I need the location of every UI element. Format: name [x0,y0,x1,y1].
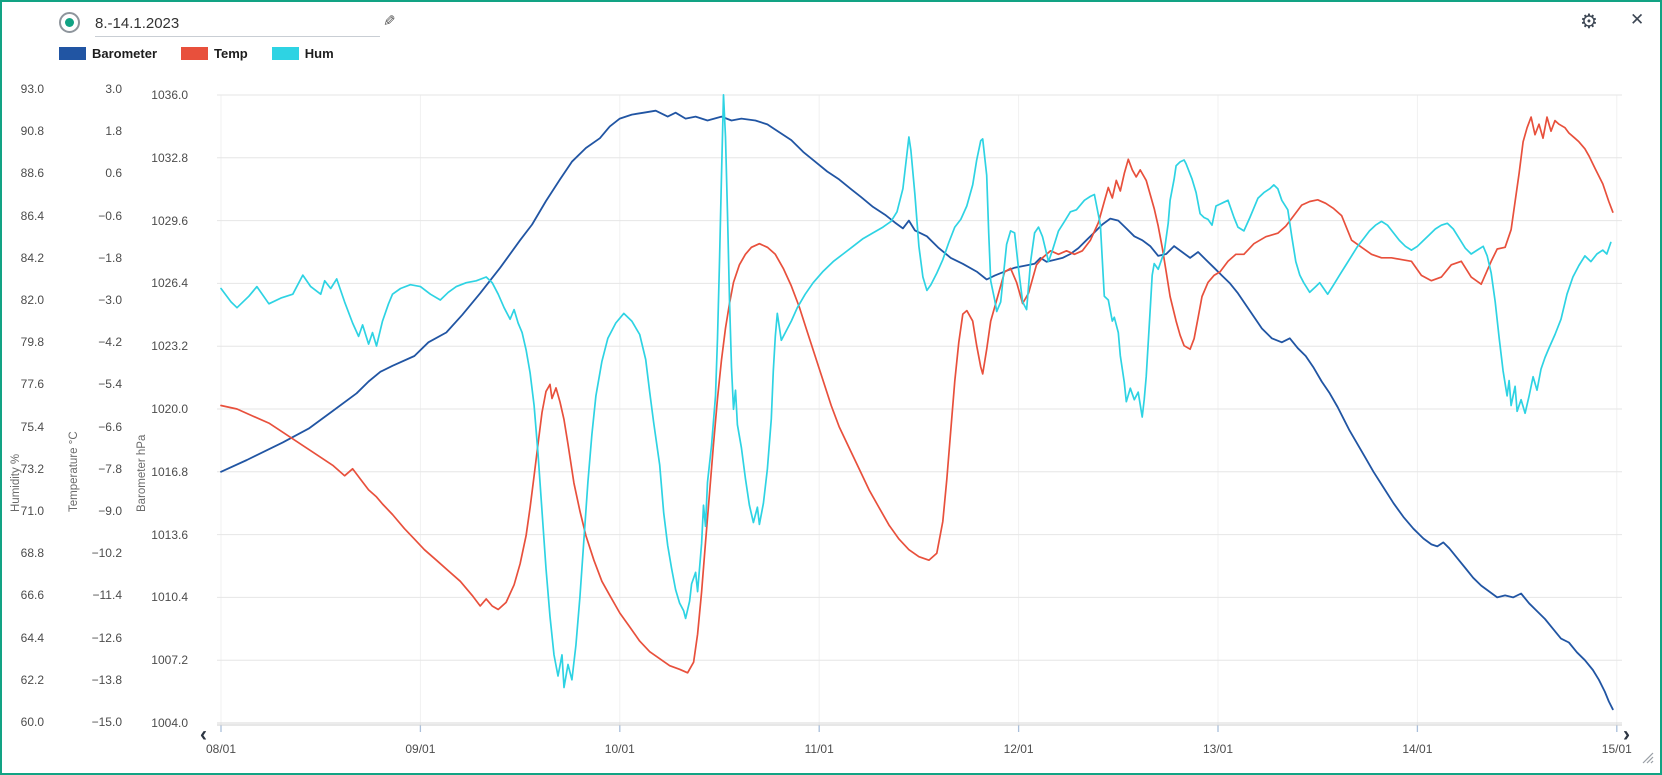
close-icon[interactable]: ✕ [1630,10,1645,29]
humidity-tick-label: 88.6 [20,166,44,181]
gear-icon[interactable]: ⚙ [1580,11,1598,33]
temperature-tick-label: −5.4 [98,377,122,392]
legend-item-barometer[interactable]: Barometer [59,46,157,61]
barometer-tick-label: 1032.8 [151,150,188,165]
humidity-tick-label: 90.8 [20,124,44,139]
date-range-input[interactable]: 8.-14.1.2023 [95,10,380,37]
date-range-value: 8.-14.1.2023 [95,14,180,32]
temperature-tick-label: 3.0 [105,82,122,96]
temperature-tick-label: −13.8 [91,672,122,687]
legend-item-hum[interactable]: Hum [271,46,334,61]
series-line-barometer [220,109,1614,711]
barometer-tick-label: 1013.6 [151,527,188,542]
date-tick-label: 10/01 [604,742,635,756]
legend-swatch-icon [59,47,86,60]
temperature-tick-label: −9.0 [98,504,122,518]
temperature-tick-label: −7.8 [98,461,122,476]
barometer-tick-label: 1010.4 [151,590,188,605]
resize-handle-icon[interactable] [1640,750,1654,764]
humidity-tick-label: 79.8 [20,335,44,350]
date-tick-label: 11/01 [804,742,834,756]
temperature-tick-label: −4.2 [98,335,122,350]
temperature-tick-label: −12.6 [91,630,122,645]
temperature-tick-label: −10.2 [91,546,122,561]
humidity-tick-label: 82.0 [20,293,44,307]
legend-label: Barometer [92,46,158,61]
legend-label: Temp [214,46,248,61]
date-tick-label: 12/01 [1003,742,1034,756]
scroll-left-chevron-icon[interactable]: ‹ [200,723,207,746]
legend-swatch-icon [181,47,209,60]
legend-label: Hum [304,46,334,61]
date-tick-label: 13/01 [1202,742,1234,756]
humidity-tick-label: 71.0 [20,504,44,518]
date-tick-label: 08/01 [205,742,237,756]
humidity-tick-label: 68.8 [20,546,44,561]
legend-swatch-icon [271,47,299,60]
humidity-tick-label: 62.2 [20,672,44,687]
barometer-tick-label: 1026.4 [151,276,188,291]
humidity-tick-label: 75.4 [20,419,44,434]
temperature-tick-label: −11.4 [92,588,122,603]
humidity-tick-label: 86.4 [20,208,44,223]
humidity-tick-label: 77.6 [20,377,44,392]
barometer-tick-label: 1029.6 [151,213,188,228]
temperature-tick-label: −15.0 [91,715,122,729]
series-line-hum [220,93,1612,689]
humidity-tick-label: 73.2 [20,461,44,476]
temperature-tick-label: −3.0 [98,293,122,307]
date-tick-label: 15/01 [1601,742,1632,756]
scroll-right-chevron-icon[interactable]: › [1623,723,1630,746]
temperature-tick-label: −0.6 [98,208,122,223]
date-tick-label: 14/01 [1402,742,1433,756]
barometer-tick-label: 1016.8 [151,464,188,479]
temperature-tick-label: 0.6 [105,166,122,181]
temperature-tick-label: 1.8 [105,124,122,139]
record-icon[interactable] [59,12,80,33]
barometer-tick-label: 1020.0 [151,402,188,416]
humidity-tick-label: 84.2 [20,250,44,265]
legend-item-temp[interactable]: Temp [181,46,248,61]
legend: Barometer Temp Hum [59,46,358,61]
record-dot-icon [65,18,74,27]
humidity-tick-label: 64.4 [20,630,44,645]
barometer-tick-label: 1004.0 [151,716,188,730]
humidity-tick-label: 60.0 [20,715,44,729]
date-tick-label: 09/01 [405,742,436,756]
barometer-tick-label: 1036.0 [151,88,188,102]
series-line-temp [220,116,1614,674]
barometer-tick-label: 1023.2 [151,339,188,354]
temperature-tick-label: −6.6 [98,419,122,434]
barometer-tick-label: 1007.2 [151,653,188,668]
temperature-tick-label: −1.8 [98,250,122,265]
humidity-tick-label: 66.6 [20,588,44,603]
humidity-tick-label: 93.0 [20,82,44,96]
